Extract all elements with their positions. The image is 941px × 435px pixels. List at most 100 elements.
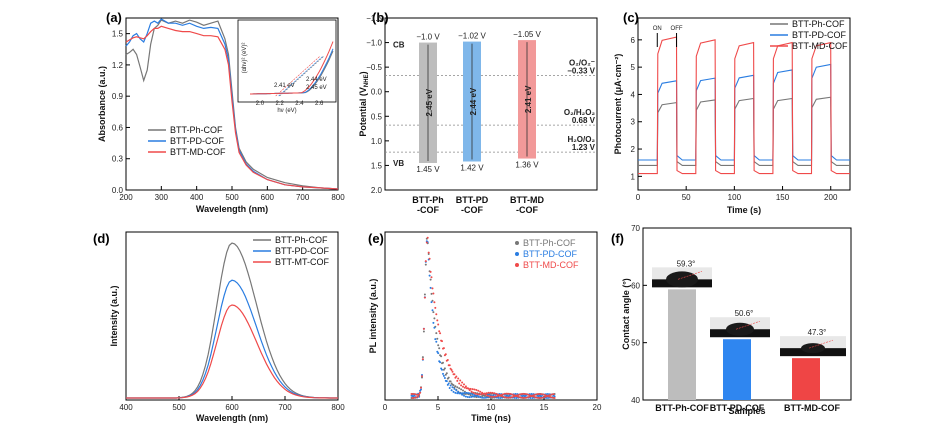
e-data-point	[454, 385, 457, 388]
b-cb-label: CB	[393, 41, 405, 50]
c-series-line	[638, 63, 850, 161]
e-data-point	[444, 353, 447, 356]
e-data-point	[429, 286, 432, 289]
b-cb-value: −1.02 V	[458, 32, 486, 41]
e-data-point	[452, 390, 455, 393]
panel-c-ylabel: Photocurrent (μA·cm⁻²)	[613, 54, 623, 155]
panel-d-label: (d)	[93, 231, 110, 246]
c-xtick-label: 50	[682, 193, 691, 202]
c-legend-label: BTT-PD-COF	[792, 30, 846, 40]
f-value-label: 50.6°	[735, 309, 754, 318]
e-data-point	[423, 296, 426, 299]
panel-b-ylabel: Potential (VNHE)	[358, 71, 370, 136]
panel-f-xlabel: Samples	[728, 406, 765, 416]
e-data-point	[419, 391, 422, 394]
panel-a-inset-frame	[237, 19, 337, 103]
b-ytick-label: −0.5	[366, 63, 382, 72]
e-data-point	[431, 309, 434, 312]
b-reference-label: H₂O/O₂	[567, 135, 595, 144]
e-data-point	[537, 396, 540, 399]
f-bar	[668, 289, 696, 400]
f-ytick-label: 50	[631, 339, 640, 348]
e-data-point	[531, 397, 534, 399]
e-data-point	[472, 391, 475, 394]
b-vb-label: VB	[393, 159, 404, 168]
a-xtick-label: 500	[225, 193, 239, 202]
e-data-point	[430, 276, 433, 279]
e-data-point	[491, 391, 494, 394]
e-data-point	[502, 393, 505, 396]
panel-b-ylabel-main: Potential (V	[358, 87, 368, 137]
e-data-point	[470, 390, 473, 393]
e-legend-label: BTT-MD-COF	[523, 260, 579, 270]
e-data-point	[454, 391, 457, 394]
panel-a-ylabel: Absorbance (a.u.)	[97, 66, 107, 142]
panel-c: (c) 0 50 100 150 200 1 2 3 4 5 6 ON OFF Time (s) Pho…	[613, 10, 851, 215]
f-bar	[723, 339, 751, 400]
panel-e-ylabel: PL intensity (a.u.)	[368, 279, 378, 354]
panel-d-xlabel: Wavelength (nm)	[196, 413, 268, 423]
e-data-point	[441, 340, 443, 343]
a-legend-label: BTT-Ph-COF	[170, 125, 223, 135]
e-data-point	[438, 347, 441, 350]
b-reference-label: O₂/H₂O₂	[564, 108, 596, 117]
e-data-point	[535, 396, 538, 399]
b-category-label: -COF	[417, 205, 439, 215]
e-data-point	[443, 377, 446, 379]
a-xtick-label: 400	[190, 193, 204, 202]
e-data-point	[420, 386, 422, 389]
panel-b-ylabel-close: )	[358, 71, 368, 74]
e-data-point	[464, 395, 467, 398]
e-data-point	[477, 389, 480, 392]
e-data-point	[505, 392, 508, 395]
f-value-label: 47.3°	[808, 328, 827, 337]
d-legend-label: BTT-Ph-COF	[275, 235, 328, 245]
panel-e-xlabel: Time (ns)	[471, 413, 511, 423]
e-data-point	[548, 394, 551, 397]
panel-c-frame	[637, 17, 851, 191]
e-data-point	[434, 306, 437, 309]
e-data-point	[547, 396, 550, 399]
f-value-label: 59.3°	[677, 259, 696, 268]
c-xtick-label: 200	[824, 193, 838, 202]
panel-b-label: (b)	[372, 10, 389, 25]
e-data-point	[422, 330, 425, 333]
a-inset-xtick: 2.6	[315, 101, 324, 107]
panel-f: (f) 40 50 60 70 BTT-Ph-COF 59.3° BTT-PD-COF 50.…	[611, 224, 852, 416]
e-data-point	[446, 359, 449, 361]
c-ytick-label: 3	[631, 118, 636, 127]
d-xtick-label: 700	[278, 403, 292, 412]
e-data-point	[525, 396, 527, 399]
c-on-annotation: ON	[653, 26, 662, 32]
e-data-point	[485, 392, 488, 395]
e-data-point	[423, 293, 426, 296]
e-data-point	[442, 347, 445, 350]
b-category-label: -COF	[461, 205, 483, 215]
e-data-point	[447, 376, 450, 379]
a-series-line	[125, 25, 339, 190]
panel-a-series	[125, 18, 339, 190]
e-data-point	[494, 395, 497, 398]
e-data-point	[532, 394, 535, 397]
c-series-line	[638, 36, 850, 175]
e-legend-label: BTT-PD-COF	[523, 249, 577, 259]
b-reference-value: 0.68 V	[572, 116, 596, 125]
a-inset-annotation-ph: 2.45 eV	[306, 85, 327, 91]
panel-b: (b) −1.5 −1.0 −0.5 0.0 0.5 1.0 1.5 2.0 O₂/O₂⁻−0.…	[358, 10, 598, 215]
e-data-point	[455, 389, 458, 392]
e-data-point	[461, 381, 464, 384]
e-data-point	[473, 388, 476, 391]
e-data-point	[544, 394, 547, 396]
f-category-label: BTT-MD-COF	[784, 403, 840, 413]
e-data-point	[433, 326, 436, 329]
e-xtick-label: 10	[487, 403, 496, 412]
e-data-point	[530, 393, 533, 395]
a-inset-xtick: 2.0	[256, 101, 265, 107]
e-data-point	[421, 375, 423, 378]
e-data-point	[470, 395, 473, 398]
e-data-point	[474, 392, 477, 395]
b-category-label: BTT-Ph	[412, 195, 444, 205]
e-data-point	[524, 393, 526, 395]
panel-a-ticks: 200 300 400 500 600 700 800 0.0 0.3 0.6 0.9 1.2 1.5	[112, 30, 345, 202]
